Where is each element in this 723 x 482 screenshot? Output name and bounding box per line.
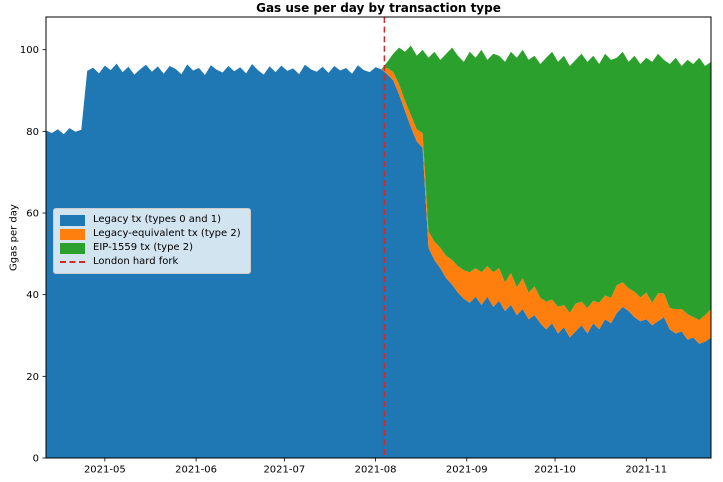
y-tick-label: 20 — [26, 372, 39, 383]
legend-item-legacy: Legacy tx (types 0 and 1) — [60, 214, 241, 226]
y-axis-label: Ggas per day — [8, 204, 20, 271]
legacy-swatch-icon — [60, 214, 85, 226]
legend-item-legacy-equivalent: Legacy-equivalent tx (type 2) — [60, 228, 241, 240]
legend-label: EIP-1559 tx (type 2) — [93, 242, 194, 253]
area-eip1559-tx — [46, 45, 711, 320]
axes-frame — [45, 16, 712, 459]
legend-label: London hard fork — [93, 256, 179, 267]
x-tick-label: 2021-10 — [534, 465, 576, 476]
legend-item-london-hard-fork: London hard fork — [60, 256, 241, 268]
legend: Legacy tx (types 0 and 1) Legacy-equival… — [53, 208, 251, 274]
y-tick-label: 80 — [26, 127, 39, 138]
legend-item-eip1559: EIP-1559 tx (type 2) — [60, 242, 241, 254]
x-tick-label: 2021-05 — [84, 465, 126, 476]
y-tick-label: 40 — [26, 290, 39, 301]
x-tick-label: 2021-11 — [625, 465, 667, 476]
x-tick-label: 2021-08 — [355, 465, 397, 476]
y-tick-label: 100 — [20, 45, 39, 56]
area-legacy-equivalent-tx — [46, 63, 711, 344]
eip1559-swatch-icon — [60, 242, 85, 254]
y-tick-label: 0 — [33, 454, 39, 465]
legacy-equivalent-swatch-icon — [60, 228, 85, 240]
x-tick-label: 2021-06 — [175, 465, 217, 476]
area-legacy-tx — [46, 63, 711, 458]
x-tick-label: 2021-09 — [446, 465, 488, 476]
legend-label: Legacy-equivalent tx (type 2) — [93, 228, 241, 239]
chart-title: Gas use per day by transaction type — [256, 1, 501, 15]
x-tick-label: 2021-07 — [263, 465, 305, 476]
y-tick-label: 60 — [26, 209, 39, 220]
dashed-line-icon — [60, 261, 85, 263]
legend-label: Legacy tx (types 0 and 1) — [93, 214, 222, 225]
